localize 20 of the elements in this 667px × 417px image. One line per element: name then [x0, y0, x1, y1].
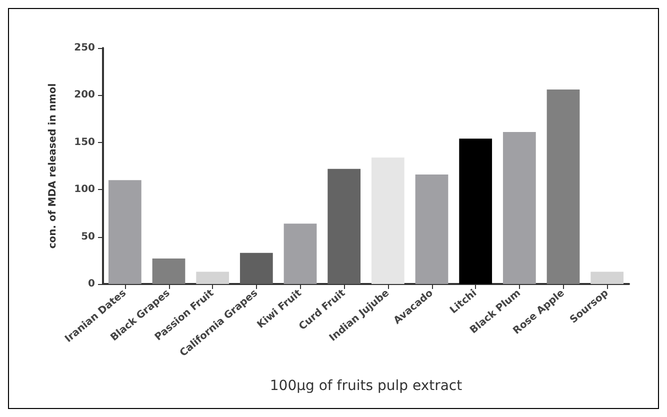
bar — [546, 90, 580, 284]
y-tick-label: 250 — [74, 42, 96, 54]
bar — [152, 258, 186, 284]
bar — [502, 132, 536, 284]
y-axis-title: con. of MDA released in nmol — [48, 83, 58, 249]
x-axis-title: 100µg of fruits pulp extract — [270, 378, 463, 394]
bar — [108, 180, 142, 284]
bar — [196, 272, 230, 284]
y-tick-label: 150 — [74, 136, 96, 148]
bar — [371, 158, 404, 284]
y-tick-label: 50 — [81, 231, 96, 242]
bar — [459, 138, 492, 284]
bar — [328, 168, 361, 284]
bar — [590, 272, 624, 284]
y-tick-label: 100 — [74, 184, 96, 196]
bar — [240, 252, 273, 284]
bar — [415, 174, 448, 284]
y-tick-label: 0 — [88, 278, 96, 290]
bar — [284, 224, 317, 284]
y-tick-label: 200 — [74, 90, 96, 101]
